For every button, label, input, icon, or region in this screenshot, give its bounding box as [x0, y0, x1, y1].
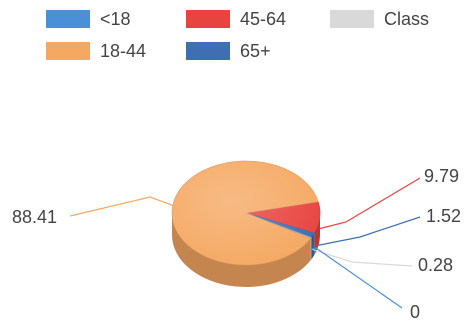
pie-group: [171, 160, 321, 288]
data-label-18: 0: [410, 302, 420, 322]
pie-side-18-44: [172, 213, 311, 288]
legend-label-65: 65+: [240, 41, 271, 61]
leader-line-18-44: [69, 196, 173, 217]
data-labels: 88.41 9.79 1.52 0.28 0: [12, 166, 461, 322]
chart-legend: <18 18-44 45-64 65+ Class: [46, 9, 429, 61]
legend-label-18-44: 18-44: [100, 41, 146, 61]
legend-swatch-class: [330, 10, 374, 28]
legend-swatch-18-44: [46, 42, 90, 60]
leader-line-18: [310, 247, 403, 309]
leader-lines: [69, 177, 421, 309]
legend-swatch-45-64: [186, 10, 230, 28]
legend-label-45-64: 45-64: [240, 9, 286, 29]
leader-line-65: [312, 216, 421, 247]
data-label-class: 0.28: [418, 255, 453, 275]
data-label-45-64: 9.79: [424, 166, 459, 186]
legend-label-class: Class: [384, 9, 429, 29]
legend-swatch-65: [186, 42, 230, 60]
leader-line-class: [310, 248, 413, 267]
legend-swatch-18: [46, 10, 90, 28]
data-label-18-44: 88.41: [12, 207, 57, 227]
data-label-65: 1.52: [426, 206, 461, 226]
legend-label-18: <18: [100, 9, 131, 29]
pie-highlight: [172, 161, 320, 265]
leader-line-45-64: [319, 177, 421, 230]
pie-side-65: [311, 233, 315, 260]
